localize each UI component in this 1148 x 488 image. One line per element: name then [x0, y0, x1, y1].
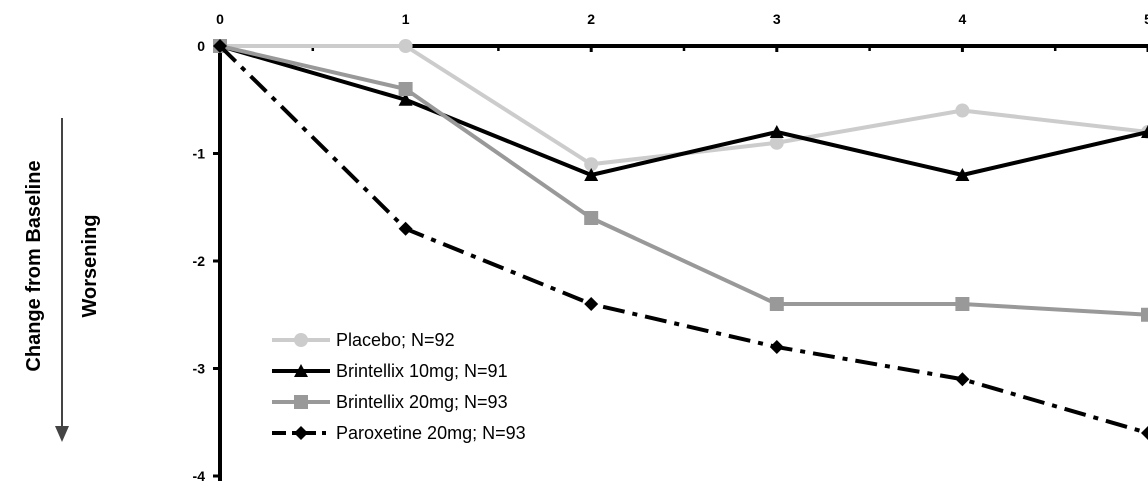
data-point	[584, 157, 599, 172]
y-tick-label: -1	[193, 146, 206, 162]
data-point	[398, 92, 413, 106]
data-point	[1141, 426, 1148, 440]
legend-item: Placebo; N=92	[272, 330, 455, 350]
x-tick-label: 4	[959, 11, 967, 27]
y-tick-label: -2	[193, 253, 206, 269]
data-point	[955, 103, 970, 118]
x-tick-label: 5	[1144, 11, 1148, 27]
y-axis-label: Change from Baseline	[23, 160, 45, 371]
series-line	[219, 44, 1148, 177]
series-2	[213, 39, 1148, 322]
legend-label: Brintellix 20mg; N=93	[336, 392, 508, 412]
data-point	[584, 211, 599, 225]
data-point	[769, 340, 784, 354]
x-tick-label: 0	[216, 11, 224, 27]
data-point	[769, 125, 784, 138]
data-point	[584, 297, 599, 311]
series-line	[218, 44, 1148, 435]
legend-item: Brintellix 10mg; N=91	[272, 361, 508, 381]
legend: Placebo; N=92 Brintellix 10mg; N=91 Brinte…	[272, 330, 526, 443]
worsening-arrow	[55, 118, 69, 442]
data-point	[955, 297, 970, 311]
data-point	[955, 372, 970, 387]
series-0	[213, 39, 1148, 172]
worsening-annotation: Worsening	[79, 215, 101, 318]
legend-label: Brintellix 10mg; N=91	[336, 361, 508, 381]
legend-label: Placebo; N=92	[336, 330, 455, 350]
legend-marker	[294, 364, 308, 377]
axes: 0 1 2 3 4 5 0 -1 -2 -3 -4	[193, 11, 1148, 484]
data-point	[769, 297, 784, 311]
data-point	[398, 39, 413, 53]
data-point	[398, 82, 413, 96]
legend-item: Paroxetine 20mg; N=93	[272, 423, 526, 443]
series-1	[213, 39, 1148, 181]
series-layer	[213, 39, 1148, 440]
data-point	[1141, 125, 1148, 138]
y-tick-label: 0	[197, 38, 205, 54]
x-tick-label: 3	[773, 11, 781, 27]
legend-marker	[294, 333, 308, 347]
series-3	[213, 39, 1148, 440]
data-point	[769, 135, 784, 150]
data-point	[955, 168, 970, 181]
data-point	[1141, 307, 1148, 322]
x-tick-label: 1	[402, 11, 410, 27]
series-line	[220, 44, 1148, 167]
data-point	[213, 39, 227, 53]
data-point	[584, 168, 599, 181]
legend-marker	[294, 395, 308, 409]
y-tick-label: -3	[193, 361, 206, 377]
legend-item: Brintellix 20mg; N=93	[272, 392, 508, 412]
legend-marker	[294, 426, 308, 440]
x-tick-label: 2	[587, 11, 595, 27]
data-point	[398, 221, 413, 236]
y-tick-label: -4	[193, 468, 206, 484]
legend-label: Paroxetine 20mg; N=93	[336, 423, 526, 443]
series-line	[219, 44, 1148, 317]
